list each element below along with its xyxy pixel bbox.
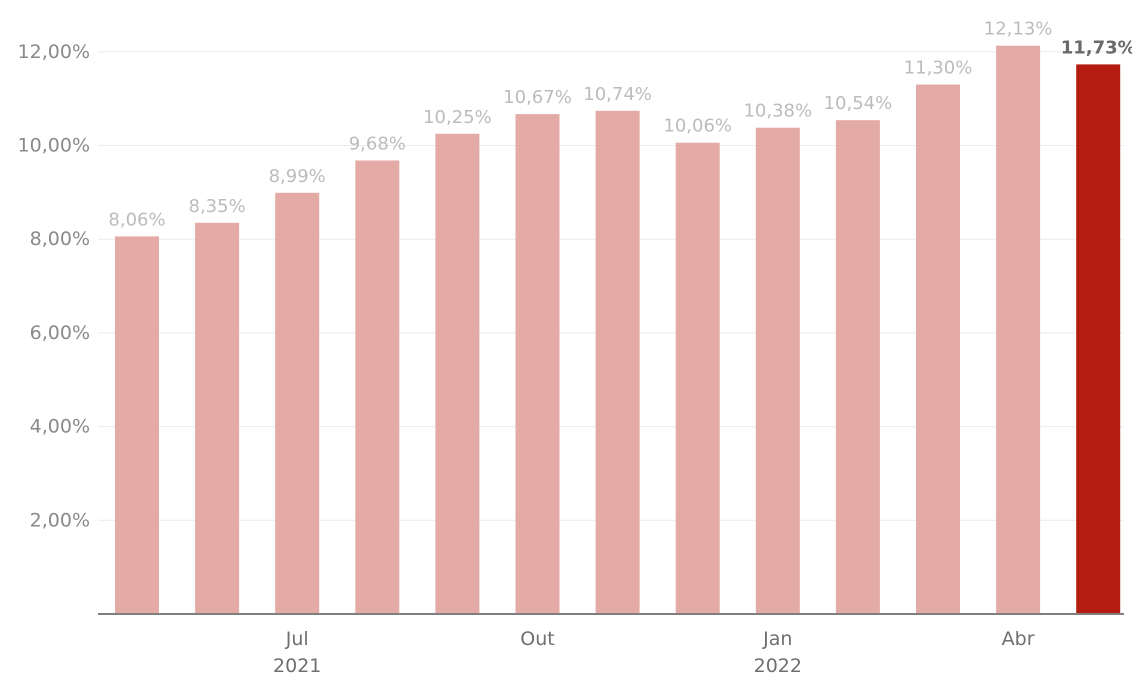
y-tick-label: 8,00% <box>30 228 90 250</box>
data-label: 10,25% <box>423 107 492 128</box>
bar <box>355 160 400 614</box>
y-tick-label: 10,00% <box>18 135 90 157</box>
x-axis: Jul 2021 Out Jan 2022 Abr <box>273 628 1035 677</box>
y-axis: 2,00% 4,00% 6,00% 8,00% 10,00% 12,00% <box>18 41 90 531</box>
data-label: 11,30% <box>904 58 973 79</box>
data-labels-layer: 8,06% 8,35% 8,99% 9,68% 10,25% 10,67% 10,74% 10… <box>108 19 1132 231</box>
data-label: 10,74% <box>583 84 652 105</box>
x-tick-label: Out <box>520 628 554 650</box>
bar <box>996 45 1041 614</box>
x-tick-label: Jul <box>285 628 309 650</box>
y-tick-label: 4,00% <box>30 416 90 438</box>
bar <box>755 127 800 614</box>
x-tick-label: Jan <box>762 628 792 650</box>
x-tick-year-label: 2022 <box>754 655 802 677</box>
y-tick-label: 2,00% <box>30 509 90 531</box>
data-label: 9,68% <box>349 134 406 155</box>
bar <box>115 236 159 614</box>
bar-highlighted <box>1076 64 1121 614</box>
y-tick-label: 12,00% <box>18 41 90 63</box>
data-label-highlighted: 11,73% <box>1061 37 1132 58</box>
data-label: 8,99% <box>269 166 326 187</box>
bars-layer <box>115 45 1121 615</box>
bar <box>835 120 880 614</box>
bar <box>675 142 720 614</box>
data-label: 12,13% <box>984 19 1053 40</box>
data-label: 10,06% <box>663 116 732 137</box>
data-label: 8,35% <box>189 196 246 217</box>
bar <box>195 222 240 615</box>
bar <box>275 192 320 615</box>
data-label: 10,54% <box>824 93 893 114</box>
x-tick-year-label: 2021 <box>273 655 321 677</box>
data-label: 10,38% <box>743 101 812 122</box>
bar <box>435 133 480 615</box>
bar <box>595 110 640 615</box>
data-label: 8,06% <box>108 209 165 230</box>
y-tick-label: 6,00% <box>30 322 90 344</box>
bar <box>515 114 560 614</box>
bar <box>916 84 960 615</box>
x-tick-label: Abr <box>1002 628 1035 650</box>
data-label: 10,67% <box>503 87 572 108</box>
